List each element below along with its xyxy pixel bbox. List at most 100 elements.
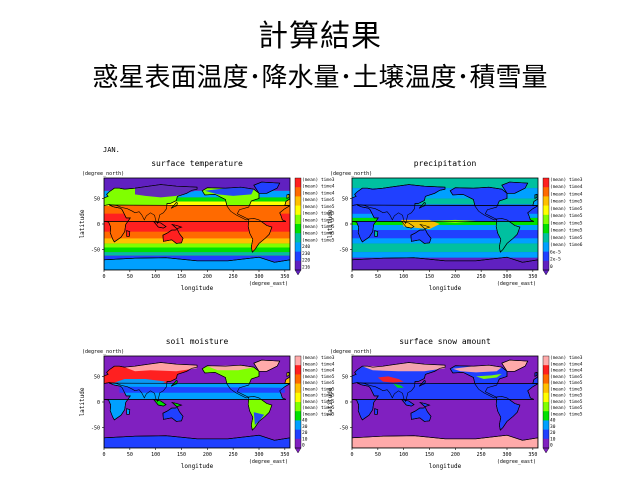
y-axis-label: latitude	[327, 209, 334, 238]
colorbar-swatch	[543, 420, 549, 430]
coastline-uk	[286, 372, 290, 377]
coastline-northAmerica	[201, 364, 260, 399]
x-tick-label: 300	[254, 274, 263, 280]
coastline-africa	[352, 204, 538, 243]
colorbar-swatch	[543, 242, 549, 252]
x-unit-label: (degree_east)	[497, 459, 536, 465]
y-tick-label: -50	[339, 426, 348, 432]
field-band	[104, 252, 290, 256]
colorbar-swatch	[543, 196, 549, 206]
colorbar-label: (mean) time5	[550, 199, 583, 205]
field-band	[104, 201, 290, 207]
colorbar-swatch	[543, 392, 549, 403]
plot-area	[352, 356, 538, 448]
x-tick-label: 50	[375, 274, 381, 280]
snow-amount-panel: (degree_north) 0 50 100 150 200 250 300 350 50 0 -5…	[320, 336, 583, 486]
colorbar-label: 40	[302, 418, 308, 424]
coastline-eurasia	[352, 184, 446, 225]
x-axis-label: longitude	[181, 285, 214, 292]
colorbar-swatch	[295, 242, 301, 252]
colorbar-swatch	[295, 233, 301, 243]
colorbar-swatch	[543, 383, 549, 394]
field-region-eurasia	[114, 379, 166, 387]
colorbar-swatch	[295, 420, 301, 430]
x-tick-label: 350	[528, 274, 537, 280]
colorbar-swatch	[543, 429, 549, 440]
y-unit-label: (degree_north)	[330, 171, 372, 177]
y-tick-label: 0	[345, 400, 348, 406]
colorbar-label: (mean) time5	[302, 393, 335, 399]
colorbar-swatch	[543, 205, 549, 216]
x-tick-label: 250	[477, 452, 486, 458]
colorbar-label: 20	[550, 430, 556, 436]
colorbar-label: (mean) time5	[302, 386, 335, 392]
colorbar-swatch	[295, 187, 301, 197]
coastline-eurasia	[104, 362, 198, 403]
field-band	[352, 238, 538, 244]
colorbar-label: (mean) time5	[550, 235, 583, 241]
colorbar-label: (mean) time3	[550, 177, 583, 183]
y-tick-label: 0	[345, 222, 348, 228]
colorbar-label: (mean) time4	[302, 184, 335, 190]
chart-title: surface snow amount	[399, 337, 491, 346]
colorbar-label: (mean) time3	[302, 355, 335, 361]
colorbar-label: 40	[550, 418, 556, 424]
colorbar-label: 2e-5	[550, 257, 561, 263]
colorbar-label: 0	[302, 443, 305, 449]
colorbar-label: (mean) time5	[302, 224, 335, 230]
colorbar-label: (mean) time4	[550, 361, 583, 367]
colorbar-label: (mean) time4	[302, 190, 335, 196]
colorbar-frame	[294, 355, 302, 449]
y-unit-label: (degree_north)	[330, 349, 372, 355]
field-band	[352, 243, 538, 253]
coastline-indonesia	[400, 398, 415, 407]
field-band	[104, 243, 290, 248]
colorbar-label: (mean) time5	[302, 217, 335, 223]
field-region-eurasia	[377, 376, 404, 383]
colorbar-swatch	[295, 196, 301, 206]
colorbar-label: 30	[550, 424, 556, 430]
colorbar-swatch	[543, 438, 549, 449]
colorbar-label: (mean) time4	[302, 368, 335, 374]
colorbar-label: (mean) time5	[550, 411, 583, 417]
coastline-madagascar	[126, 408, 131, 415]
coastline-northAmerica	[449, 186, 508, 221]
colorbar-frame	[542, 177, 550, 271]
coastline-africa	[104, 204, 290, 243]
colorbar-label: (mean) time5	[302, 399, 335, 405]
x-tick-label: 100	[399, 274, 408, 280]
coastline-japan	[418, 380, 426, 387]
x-tick-label: 0	[102, 274, 105, 280]
x-tick-label: 150	[425, 452, 434, 458]
colorbar-label: (mean) time4	[550, 191, 583, 197]
colorbar-swatch	[295, 392, 301, 403]
colorbar-label: (mean) time5	[302, 231, 335, 237]
colorbar-swatch	[543, 260, 549, 271]
x-tick-label: 300	[502, 452, 511, 458]
y-axis-label: latitude	[327, 387, 334, 416]
colorbar-label: 10	[302, 436, 308, 442]
chart-title: soil moisture	[165, 337, 229, 346]
coastline-antarctica	[352, 434, 538, 448]
colorbar-swatch	[295, 178, 301, 188]
colorbar-swatch	[295, 402, 301, 412]
chart-title: surface temperature	[151, 159, 243, 168]
colorbar-label: 0	[550, 443, 553, 449]
colorbar-arrow	[294, 269, 302, 276]
coastline-greenland	[501, 181, 529, 194]
colorbar-label: (mean) time5	[302, 374, 335, 380]
coastline-australia	[410, 407, 432, 422]
colorbar-label: (mean) time5	[550, 393, 583, 399]
colorbar-label: (mean) time5	[302, 237, 335, 243]
x-tick-label: 50	[127, 274, 133, 280]
x-axis-label: longitude	[181, 463, 214, 470]
colorbar-swatch	[543, 402, 549, 412]
coastline-antarctica	[104, 434, 290, 448]
colorbar-swatch	[295, 429, 301, 440]
colorbar-swatch	[295, 438, 301, 449]
colorbar-swatch	[295, 260, 301, 271]
field-region-africa	[119, 386, 285, 393]
x-axis-label: longitude	[429, 463, 462, 470]
coastline-indonesia2	[171, 401, 183, 407]
colorbar-arrow	[542, 447, 550, 454]
